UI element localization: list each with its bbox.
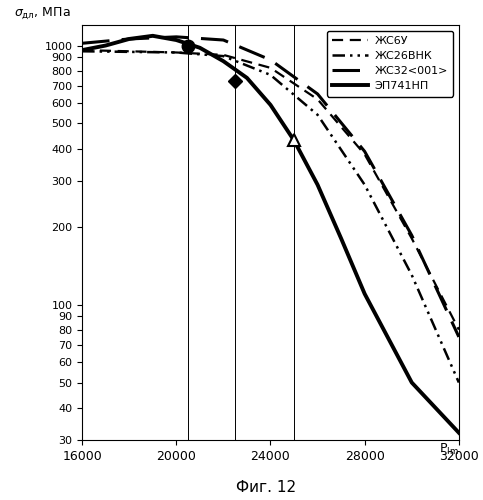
Text: Фиг. 12: Фиг. 12 — [236, 480, 296, 495]
Text: P$_{\rm lm}$: P$_{\rm lm}$ — [439, 442, 459, 457]
Legend: ЖС6У, ЖС26ВНК, ЖС32<001>, ЭП741НП: ЖС6У, ЖС26ВНК, ЖС32<001>, ЭП741НП — [327, 30, 453, 96]
Text: $\sigma_{\rm дл}$, МПа: $\sigma_{\rm дл}$, МПа — [14, 5, 71, 21]
